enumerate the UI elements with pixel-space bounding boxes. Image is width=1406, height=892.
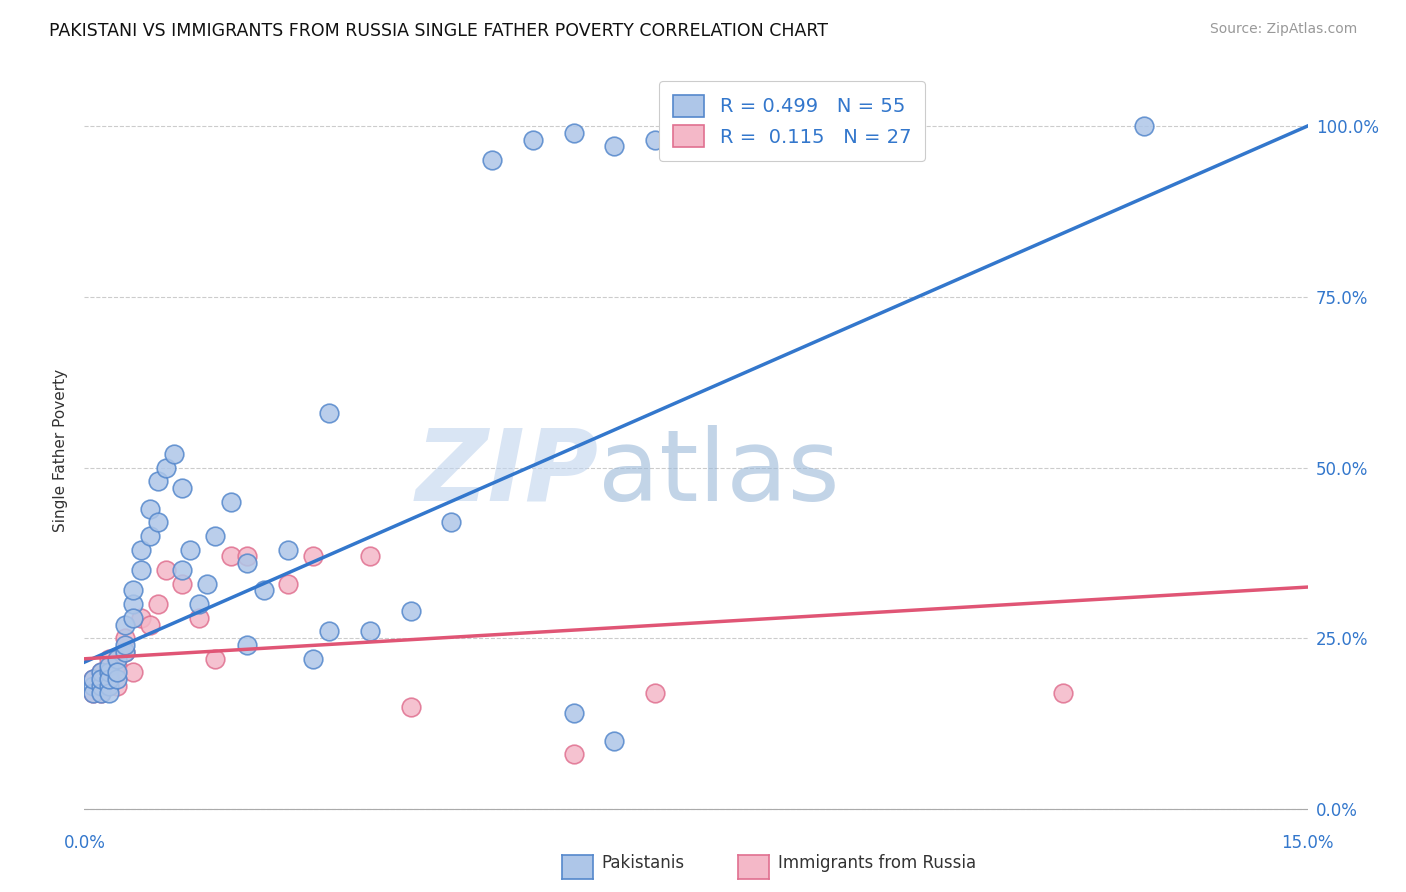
Point [399, 699, 422, 714]
Point [122, 583, 145, 598]
Point [644, 686, 666, 700]
Point [399, 604, 422, 618]
Point [97, 679, 120, 693]
Point [90, 686, 112, 700]
Point [359, 624, 381, 639]
Point [97, 673, 120, 687]
Point [195, 576, 218, 591]
Point [82, 686, 104, 700]
Legend: R = 0.499   N = 55, R =  0.115   N = 27: R = 0.499 N = 55, R = 0.115 N = 27 [659, 81, 925, 161]
Point [131, 563, 153, 577]
Point [725, 126, 748, 140]
Point [146, 474, 169, 488]
Point [603, 733, 626, 747]
Point [97, 652, 120, 666]
Point [187, 611, 209, 625]
Point [603, 139, 626, 153]
Point [301, 549, 323, 564]
Point [236, 549, 259, 564]
Point [82, 673, 104, 687]
Point [187, 597, 209, 611]
Point [277, 576, 299, 591]
Point [90, 686, 112, 700]
Point [219, 494, 242, 508]
Point [97, 665, 120, 680]
Text: Immigrants from Russia: Immigrants from Russia [778, 855, 976, 872]
Point [277, 542, 299, 557]
Point [236, 556, 259, 570]
Text: PAKISTANI VS IMMIGRANTS FROM RUSSIA SINGLE FATHER POVERTY CORRELATION CHART: PAKISTANI VS IMMIGRANTS FROM RUSSIA SING… [49, 22, 828, 40]
Point [105, 658, 128, 673]
Point [163, 447, 186, 461]
Point [82, 686, 104, 700]
Point [301, 652, 323, 666]
Point [90, 665, 112, 680]
Point [146, 515, 169, 529]
Point [562, 747, 585, 762]
Point [138, 501, 160, 516]
Point [105, 665, 128, 680]
Point [105, 673, 128, 687]
Point [97, 658, 120, 673]
Point [131, 542, 153, 557]
Point [131, 611, 153, 625]
Point [481, 153, 503, 168]
Point [122, 611, 145, 625]
Point [105, 679, 128, 693]
Point [359, 549, 381, 564]
Point [204, 529, 226, 543]
Point [522, 133, 544, 147]
Point [204, 652, 226, 666]
Point [114, 638, 136, 652]
Point [318, 624, 340, 639]
Point [114, 645, 136, 659]
Text: Source: ZipAtlas.com: Source: ZipAtlas.com [1209, 22, 1357, 37]
Point [172, 576, 194, 591]
Point [82, 679, 104, 693]
Point [219, 549, 242, 564]
Point [440, 515, 463, 529]
Point [90, 673, 112, 687]
Point [138, 529, 160, 543]
Point [1133, 119, 1156, 133]
Point [114, 632, 136, 646]
Point [97, 686, 120, 700]
Point [562, 126, 585, 140]
Point [122, 665, 145, 680]
Point [318, 406, 340, 420]
Point [114, 645, 136, 659]
Point [90, 665, 112, 680]
Point [236, 638, 259, 652]
Point [146, 597, 169, 611]
Point [82, 673, 104, 687]
Point [644, 133, 666, 147]
Text: ZIP: ZIP [415, 425, 598, 522]
Y-axis label: Single Father Poverty: Single Father Poverty [53, 369, 69, 532]
Text: atlas: atlas [598, 425, 839, 522]
Point [90, 679, 112, 693]
Point [172, 481, 194, 495]
Point [155, 563, 177, 577]
Point [253, 583, 276, 598]
Point [172, 563, 194, 577]
Point [179, 542, 201, 557]
Point [105, 652, 128, 666]
Text: Pakistanis: Pakistanis [602, 855, 685, 872]
Point [97, 673, 120, 687]
Point [122, 597, 145, 611]
Point [562, 706, 585, 721]
Point [1052, 686, 1074, 700]
Point [114, 617, 136, 632]
Point [155, 460, 177, 475]
Point [138, 617, 160, 632]
